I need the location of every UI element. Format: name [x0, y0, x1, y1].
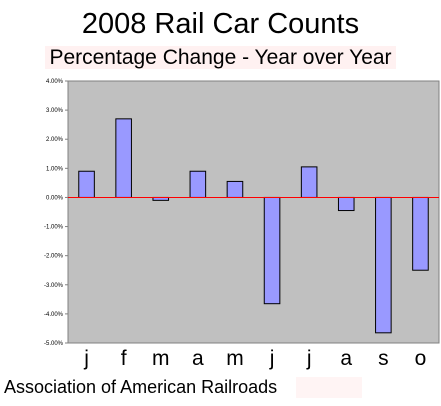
- y-tick-label: 1.00%: [46, 166, 64, 172]
- source-label: Association of American Railroads: [4, 377, 278, 397]
- bar: [300, 166, 318, 198]
- x-tick-label: o: [415, 347, 427, 370]
- y-tick-label: 0.00%: [46, 195, 64, 201]
- x-tick-label: a: [340, 347, 352, 370]
- y-axis: 4.00% 3.00% 2.00% 1.00% 0.00% -1.00% -2.00% -3.…: [44, 79, 69, 347]
- bar: [375, 196, 392, 334]
- bar: [226, 180, 244, 198]
- y-tick-label: 3.00%: [46, 108, 64, 114]
- y-tick-label: -2.00%: [44, 254, 64, 260]
- x-tick-label: s: [378, 347, 389, 370]
- y-tick-label: -1.00%: [44, 225, 64, 231]
- x-tick-label: j: [83, 347, 89, 370]
- y-tick-label: 4.00%: [46, 79, 64, 85]
- y-tick-label: 2.00%: [46, 137, 64, 143]
- bar: [337, 196, 355, 212]
- y-tick-label: -5.00%: [44, 341, 64, 347]
- source-label-highlight: [296, 377, 362, 398]
- chart-subtitle: Percentage Change - Year over Year: [0, 45, 441, 71]
- bar: [115, 118, 132, 198]
- x-tick-label: f: [121, 347, 127, 370]
- bar: [189, 170, 207, 198]
- x-tick-label: a: [192, 347, 204, 370]
- chart-title: 2008 Rail Car Counts: [81, 8, 360, 40]
- y-tick-label: -3.00%: [44, 283, 64, 289]
- x-tick-label: m: [152, 347, 170, 370]
- x-tick-label: j: [306, 347, 312, 370]
- bar: [263, 196, 281, 305]
- bar: [412, 196, 429, 271]
- y-tick-label: -4.00%: [44, 312, 64, 318]
- chart-subtitle-text: Percentage Change - Year over Year: [45, 46, 396, 69]
- x-tick-label: j: [269, 347, 275, 370]
- x-tick-label: m: [226, 347, 244, 370]
- bar: [78, 170, 95, 198]
